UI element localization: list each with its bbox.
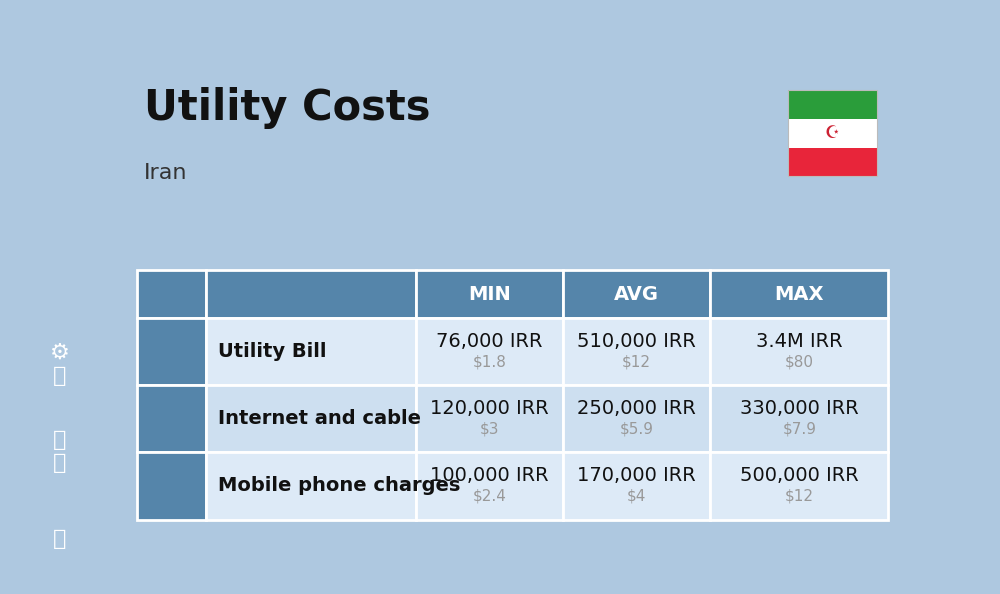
Bar <box>788 90 877 176</box>
Text: 120,000 IRR: 120,000 IRR <box>430 399 549 418</box>
Bar <box>710 270 888 318</box>
Bar <box>416 453 563 520</box>
Bar <box>137 270 206 318</box>
Text: 250,000 IRR: 250,000 IRR <box>577 399 696 418</box>
Text: ☪: ☪ <box>825 124 840 142</box>
Text: $5.9: $5.9 <box>620 422 654 437</box>
Text: $80: $80 <box>785 355 814 369</box>
Bar <box>563 453 710 520</box>
Text: Iran: Iran <box>144 163 188 183</box>
Bar <box>206 270 416 318</box>
Bar <box>206 318 416 386</box>
Text: 500,000 IRR: 500,000 IRR <box>740 466 859 485</box>
Text: Internet and cable: Internet and cable <box>218 409 421 428</box>
Bar <box>710 386 888 453</box>
Text: ⚙
🔌: ⚙ 🔌 <box>50 343 70 386</box>
Bar <box>788 147 877 176</box>
Text: MAX: MAX <box>774 285 824 304</box>
Text: $1.8: $1.8 <box>472 355 506 369</box>
Text: AVG: AVG <box>614 285 659 304</box>
Text: Utility Bill: Utility Bill <box>218 342 326 361</box>
Text: MIN: MIN <box>468 285 511 304</box>
Bar <box>137 386 206 453</box>
Bar <box>563 270 710 318</box>
Text: $12: $12 <box>785 488 814 504</box>
Bar <box>416 318 563 386</box>
Bar <box>788 119 877 147</box>
Bar <box>206 386 416 453</box>
Text: Mobile phone charges: Mobile phone charges <box>218 476 460 495</box>
Text: 📶
📡: 📶 📡 <box>53 430 67 473</box>
Bar <box>710 453 888 520</box>
Text: 170,000 IRR: 170,000 IRR <box>577 466 696 485</box>
Bar <box>563 318 710 386</box>
Bar <box>137 453 206 520</box>
Bar <box>137 318 206 386</box>
Text: $7.9: $7.9 <box>782 422 816 437</box>
Bar <box>416 386 563 453</box>
Text: $4: $4 <box>627 488 646 504</box>
Text: 76,000 IRR: 76,000 IRR <box>436 332 542 351</box>
Text: $12: $12 <box>622 355 651 369</box>
Text: Utility Costs: Utility Costs <box>144 87 431 129</box>
Text: $3: $3 <box>480 422 499 437</box>
Bar <box>710 318 888 386</box>
Bar <box>206 453 416 520</box>
Bar <box>563 386 710 453</box>
Bar <box>788 90 877 119</box>
Text: 📱: 📱 <box>53 529 67 549</box>
Text: 330,000 IRR: 330,000 IRR <box>740 399 859 418</box>
Text: $2.4: $2.4 <box>472 488 506 504</box>
Text: 510,000 IRR: 510,000 IRR <box>577 332 696 351</box>
Bar <box>416 270 563 318</box>
Text: 100,000 IRR: 100,000 IRR <box>430 466 549 485</box>
Text: 3.4M IRR: 3.4M IRR <box>756 332 843 351</box>
